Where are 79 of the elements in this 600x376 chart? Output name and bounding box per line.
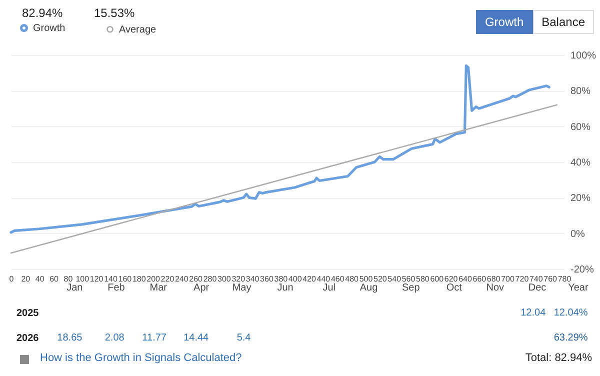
x-tick-label: Jul xyxy=(322,282,336,294)
x-tick-label: 500 xyxy=(359,274,374,284)
x-tick-label: 540 xyxy=(388,274,402,284)
data-label: 18.65 xyxy=(57,332,83,344)
text: Total: 82.94% xyxy=(525,352,592,364)
y-tick-label: 40% xyxy=(570,158,591,168)
x-tick-label: 600 xyxy=(430,274,444,284)
x-tick-label: 640 xyxy=(458,274,472,284)
data-label: 11.77 xyxy=(142,332,167,344)
x-tick-label: 100 xyxy=(76,274,90,284)
x-tick-label: 460 xyxy=(330,274,345,284)
data-label: 14.44 xyxy=(184,332,210,344)
x-tick-label: 740 xyxy=(529,274,544,284)
data-label: 5.4 xyxy=(236,332,252,344)
x-tick-label: May xyxy=(232,282,252,294)
legend-label: Growth xyxy=(33,23,66,34)
x-tick-label: 680 xyxy=(486,274,501,284)
x-tick-label: Feb xyxy=(108,282,126,294)
x-tick-label: 140 xyxy=(104,274,118,284)
legend-label: Average xyxy=(119,24,157,36)
data-label: 2.08 xyxy=(104,332,125,344)
data-label: 63.29% xyxy=(554,332,588,344)
x-tick-label: Jan xyxy=(66,282,83,294)
y-tick-label: 60% xyxy=(570,122,591,133)
x-tick-label: Dec xyxy=(528,282,546,294)
data-label: 12.04% xyxy=(554,308,588,318)
x-tick-label: 380 xyxy=(274,274,288,284)
x-tick-label: Jun xyxy=(277,282,294,294)
y-tick-label: 20% xyxy=(570,193,591,204)
y-tick-label: -20% xyxy=(570,264,594,276)
x-tick-label: 340 xyxy=(246,274,260,284)
text: 15.53% xyxy=(94,6,135,20)
text: How is the Growth in Signals Calculated? xyxy=(40,352,242,364)
x-tick-label: 0 xyxy=(9,274,14,284)
text: Balance xyxy=(532,10,594,34)
x-tick-label: 560 xyxy=(402,274,416,284)
x-tick-label: 660 xyxy=(472,274,487,284)
x-tick-label: Mar xyxy=(150,282,168,294)
text: 82.94% xyxy=(22,6,63,20)
x-tick-label: Sep xyxy=(402,282,420,294)
x-tick-label: 700 xyxy=(501,274,515,284)
x-tick-label: 780 xyxy=(558,274,572,284)
x-tick-label: Apr xyxy=(194,282,210,294)
x-tick-label: 320 xyxy=(232,274,246,284)
x-tick-label: 120 xyxy=(90,274,104,284)
x-tick-label: Nov xyxy=(486,282,504,294)
x-tick-label: 180 xyxy=(132,274,146,284)
y-tick-label: 2025 xyxy=(16,308,40,319)
y-tick-label: 0% xyxy=(570,228,586,240)
x-tick-label: Aug xyxy=(360,282,378,294)
x-tick-label: 80 xyxy=(64,274,74,284)
x-tick-label: 520 xyxy=(373,274,388,284)
x-tick-label: 60 xyxy=(50,274,60,284)
x-tick-label: 280 xyxy=(203,274,218,284)
x-tick-label: 160 xyxy=(118,274,132,284)
x-tick-label: 200 xyxy=(146,274,161,284)
x-tick-label: 240 xyxy=(174,274,189,284)
x-tick-label: 40 xyxy=(35,274,45,284)
x-tick-label: 400 xyxy=(288,274,302,284)
x-tick-label: Oct xyxy=(446,282,462,294)
x-tick-label: 260 xyxy=(189,274,204,284)
text: Growth xyxy=(476,10,533,34)
x-tick-label: 580 xyxy=(416,274,430,284)
x-tick-label: 20 xyxy=(21,274,31,284)
x-tick-label: 360 xyxy=(260,274,274,284)
y-tick-label: 2026 xyxy=(16,333,40,344)
line-series xyxy=(10,64,550,234)
data-label: 12.04 xyxy=(520,308,546,318)
x-tick-label: 440 xyxy=(316,274,331,284)
x-tick-label: Year xyxy=(568,282,589,294)
x-tick-label: 220 xyxy=(160,274,175,284)
x-tick-label: 300 xyxy=(218,274,232,284)
x-tick-label: 760 xyxy=(544,274,558,284)
y-tick-label: 100% xyxy=(570,50,596,62)
x-tick-label: 420 xyxy=(302,274,316,284)
y-tick-label: 80% xyxy=(570,86,591,98)
x-tick-label: 480 xyxy=(345,274,360,284)
x-tick-label: 620 xyxy=(444,274,458,284)
x-tick-label: 720 xyxy=(515,274,530,284)
